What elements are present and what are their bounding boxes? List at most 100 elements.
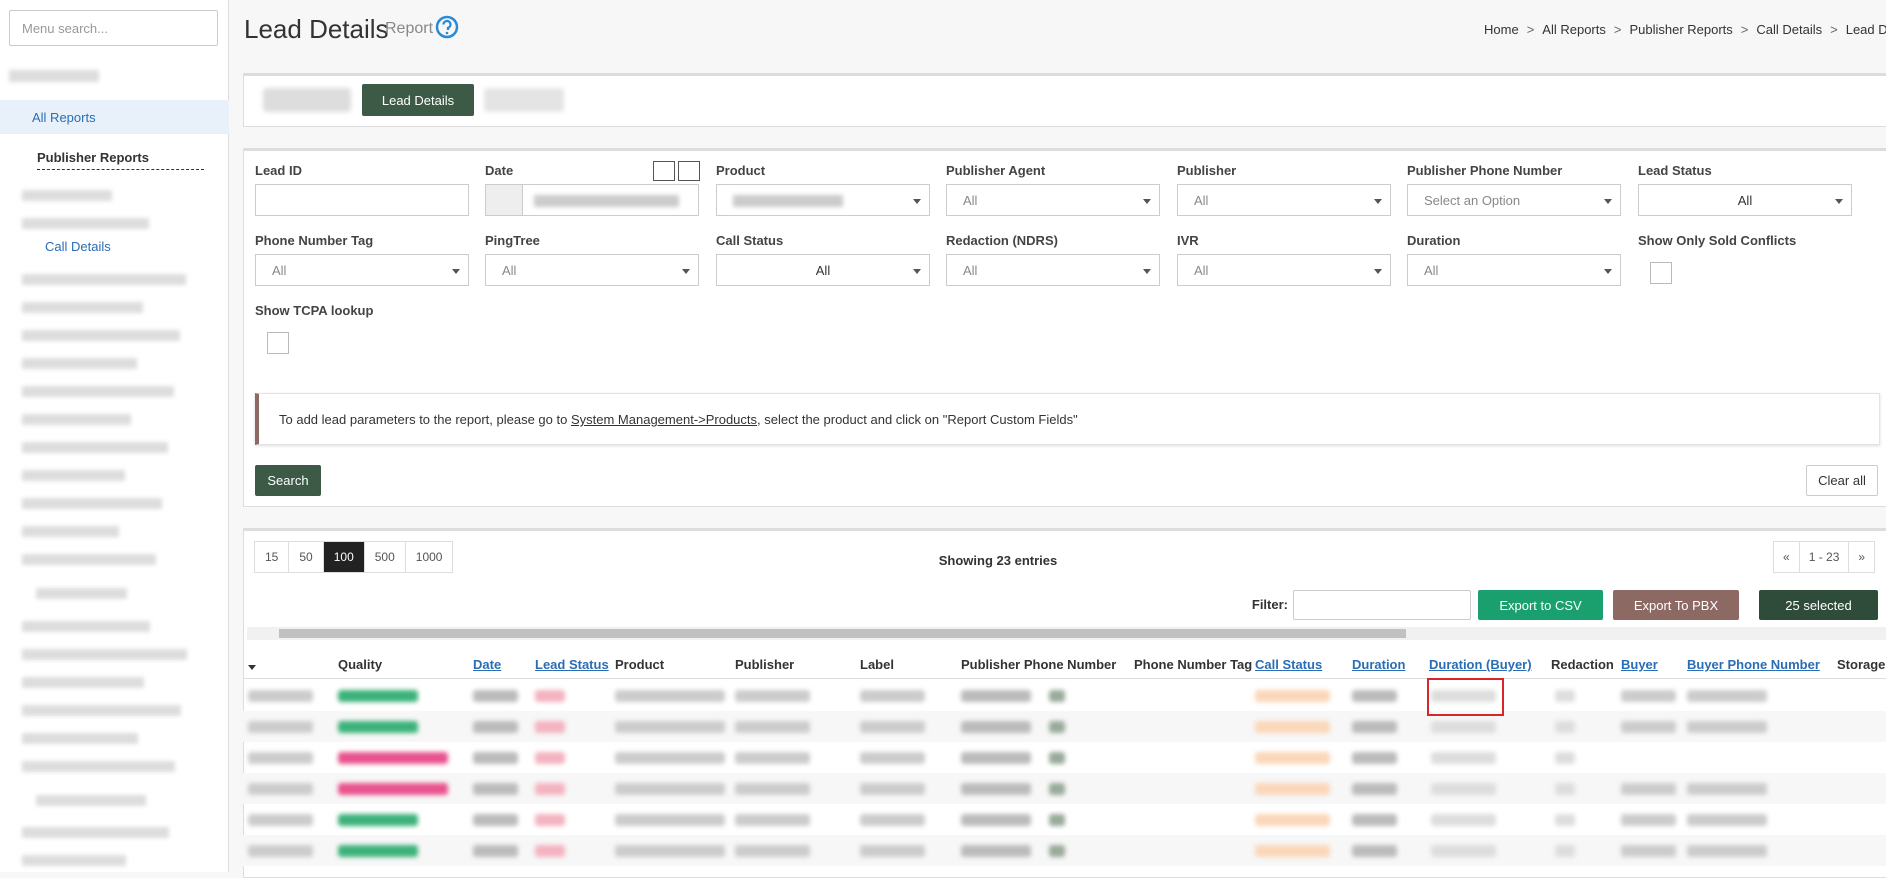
scroll-thumb[interactable]	[279, 629, 1406, 638]
menu-item[interactable]: Call Details	[45, 239, 111, 254]
menu-item-blurred[interactable]	[22, 442, 168, 453]
select-field[interactable]: All	[485, 254, 699, 286]
clear-button[interactable]: Clear all	[1806, 465, 1878, 496]
blurred-cell	[735, 845, 810, 857]
column-header[interactable]: Lead Status	[535, 657, 609, 672]
page-size[interactable]: 500	[363, 541, 406, 573]
menu-item-blurred[interactable]	[22, 358, 137, 369]
help-icon[interactable]	[435, 15, 459, 39]
menu-item-blurred[interactable]	[22, 470, 125, 481]
menu-item-blurred[interactable]	[36, 795, 146, 806]
pagination-item[interactable]: »	[1848, 541, 1876, 573]
pagination-item[interactable]: «	[1773, 541, 1800, 573]
breadcrumb-item[interactable]: All Reports	[1542, 22, 1606, 37]
page-size[interactable]: 50	[288, 541, 324, 573]
blurred-cell	[735, 721, 810, 733]
menu-item-blurred[interactable]	[9, 70, 99, 82]
menu-item-blurred[interactable]	[22, 274, 186, 285]
menu-item-blurred[interactable]	[22, 855, 126, 866]
column-header[interactable]: Duration (Buyer)	[1429, 657, 1532, 672]
date-field[interactable]	[485, 184, 699, 216]
date-arrow-button[interactable]	[653, 161, 675, 181]
column-header[interactable]: Label	[860, 657, 894, 672]
column-header[interactable]: Date	[473, 657, 502, 672]
column-header[interactable]: Buyer	[1621, 657, 1658, 672]
tab-blurred[interactable]	[484, 88, 564, 112]
menu-item-blurred[interactable]	[22, 218, 149, 229]
menu-item-blurred[interactable]	[22, 414, 131, 425]
notice-link[interactable]: System Management->Products	[570, 412, 758, 427]
caret	[682, 269, 690, 278]
menu-item-blurred[interactable]	[22, 621, 150, 632]
checkbox[interactable]	[267, 332, 289, 354]
column-header[interactable]: Call Status	[1255, 657, 1323, 672]
menu-item-blurred[interactable]	[22, 386, 174, 397]
menu-item-blurred[interactable]	[22, 705, 181, 716]
page-size[interactable]: 1000	[404, 541, 454, 573]
menu-group[interactable]: All Reports	[32, 110, 96, 125]
menu-item-blurred[interactable]	[22, 330, 180, 341]
blurred-cell	[1687, 721, 1767, 733]
column-header[interactable]: Redaction	[1551, 657, 1614, 672]
date-arrow-button[interactable]	[678, 161, 700, 181]
select-field[interactable]: All	[1177, 184, 1391, 216]
export-csv[interactable]: Export to CSV	[1478, 590, 1603, 620]
menu-item-blurred[interactable]	[22, 761, 175, 772]
highlight-box	[1427, 678, 1504, 716]
menu-item-blurred[interactable]	[22, 649, 187, 660]
export-pbx[interactable]: Export To PBX	[1613, 590, 1739, 620]
blurred-field[interactable]	[716, 184, 930, 216]
select-center-field[interactable]: All	[716, 254, 930, 286]
column-header[interactable]: Quality	[338, 657, 383, 672]
select-field[interactable]: Select an Option	[1407, 184, 1621, 216]
filter-input[interactable]	[1293, 590, 1471, 620]
breadcrumb-item[interactable]: Publisher Reports	[1629, 22, 1733, 37]
tab-blurred[interactable]	[263, 88, 351, 112]
page-size[interactable]: 15	[254, 541, 290, 573]
blurred-cell	[1431, 721, 1496, 733]
column-header[interactable]: Buyer Phone Number	[1687, 657, 1820, 672]
menu-item-blurred[interactable]	[22, 554, 156, 565]
select-field[interactable]: All	[1407, 254, 1621, 286]
select-field[interactable]: All	[946, 254, 1160, 286]
caret	[1143, 269, 1151, 278]
breadcrumb-item[interactable]: Call Details	[1756, 22, 1823, 37]
column-header[interactable]: Publisher	[735, 657, 795, 672]
checkbox[interactable]	[1650, 262, 1672, 284]
menu-item-blurred[interactable]	[36, 588, 127, 599]
menu-item-blurred[interactable]	[22, 827, 169, 838]
caret	[913, 199, 921, 208]
menu-item-blurred[interactable]	[22, 498, 162, 509]
menu-item-blurred[interactable]	[22, 733, 138, 744]
menu-item-blurred[interactable]	[22, 677, 144, 688]
blurred-cell	[1049, 814, 1065, 826]
menu-item-blurred[interactable]	[22, 302, 143, 313]
select-center-field[interactable]: All	[1638, 184, 1852, 216]
blurred-cell	[1687, 783, 1767, 795]
column-header[interactable]: Duration	[1352, 657, 1406, 672]
column-header[interactable]: Storage	[1837, 657, 1886, 672]
blurred-cell	[1255, 814, 1330, 826]
select-field[interactable]: All	[255, 254, 469, 286]
tab-active[interactable]: Lead Details	[362, 84, 474, 116]
input-field[interactable]	[255, 184, 469, 216]
filter-label: Phone Number Tag	[255, 233, 374, 248]
column-header[interactable]: Publisher Phone Number	[961, 657, 1117, 672]
select-field[interactable]: All	[946, 184, 1160, 216]
column-header[interactable]: Product	[615, 657, 665, 672]
active-group-row[interactable]	[0, 100, 229, 134]
select-field[interactable]: All	[1177, 254, 1391, 286]
selected-button[interactable]: 25 selected	[1759, 590, 1878, 620]
breadcrumb-separator: >	[1830, 22, 1838, 37]
scrollbar[interactable]	[247, 627, 1886, 640]
menu-item-blurred[interactable]	[22, 190, 112, 201]
search-button[interactable]: Search	[255, 465, 321, 496]
blurred-cell	[961, 752, 1031, 764]
page-size[interactable]: 100	[322, 541, 365, 573]
blurred-cell	[860, 690, 925, 702]
column-header[interactable]: Phone Number Tag	[1134, 657, 1253, 672]
menu-item-blurred[interactable]	[22, 526, 119, 537]
field-value: All	[815, 263, 831, 278]
breadcrumb-item[interactable]: Home	[1484, 22, 1519, 37]
menu-search[interactable]: Menu search...	[9, 10, 218, 46]
